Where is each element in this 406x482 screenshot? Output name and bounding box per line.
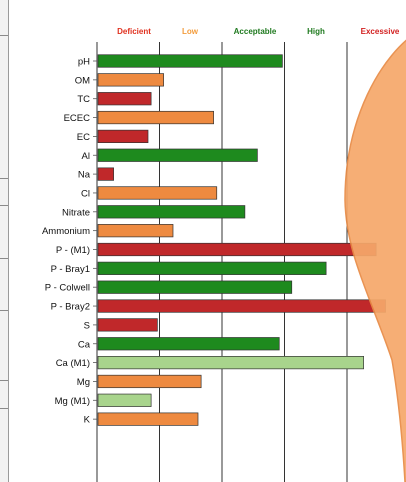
- category-label: P - Bray2: [51, 302, 90, 313]
- legend-high: High: [307, 27, 325, 36]
- category-label: K: [84, 415, 91, 426]
- bar-p-m1-: [97, 242, 377, 257]
- bar-mg-m1-: [97, 393, 152, 407]
- category-label: P - Colwell: [45, 283, 90, 294]
- category-label: TC: [77, 94, 90, 105]
- bar-ca: [97, 337, 280, 351]
- bar-ammonium: [97, 224, 174, 238]
- left-window-edge: [0, 0, 9, 482]
- category-label: OM: [75, 75, 90, 86]
- legend-deficient: Deficient: [117, 27, 151, 36]
- level-legend: Deficient Low Acceptable High Excessive: [117, 27, 400, 36]
- bar-ecec: [97, 110, 214, 125]
- category-label: Ca: [78, 339, 91, 350]
- category-label: S: [84, 320, 90, 331]
- category-label: Ca (M1): [56, 358, 90, 369]
- legend-acceptable: Acceptable: [234, 27, 277, 36]
- category-label: P - Bray1: [51, 264, 90, 275]
- bar-p-colwell: [97, 280, 293, 294]
- bar-p-bray2: [97, 299, 386, 313]
- bar-s: [97, 318, 158, 332]
- category-label: Nitrate: [62, 207, 90, 218]
- bar-ph: [97, 54, 283, 68]
- bar-k: [97, 412, 199, 426]
- bar-mg: [97, 374, 202, 389]
- category-label: Mg (M1): [55, 396, 90, 407]
- bar-om: [97, 73, 164, 87]
- bars: [97, 54, 386, 426]
- category-label: ECEC: [64, 113, 91, 124]
- category-label: EC: [77, 132, 90, 143]
- bar-al: [97, 148, 258, 162]
- bar-ec: [97, 129, 149, 143]
- bar-tc: [97, 92, 152, 106]
- category-label: Na: [78, 170, 91, 181]
- legend-low: Low: [182, 27, 199, 36]
- category-label: Mg: [77, 377, 90, 388]
- legend-excessive: Excessive: [361, 27, 400, 36]
- category-label: Ammonium: [42, 226, 90, 237]
- bar-ca-m1-: [97, 356, 364, 370]
- category-label: P - (M1): [56, 245, 90, 256]
- bar-nitrate: [97, 205, 246, 219]
- category-label: Al: [82, 151, 90, 162]
- bar-p-bray1: [97, 261, 327, 275]
- bar-cl: [97, 186, 218, 200]
- bar-na: [97, 167, 114, 181]
- category-label: Cl: [81, 188, 90, 199]
- category-label: pH: [78, 57, 90, 68]
